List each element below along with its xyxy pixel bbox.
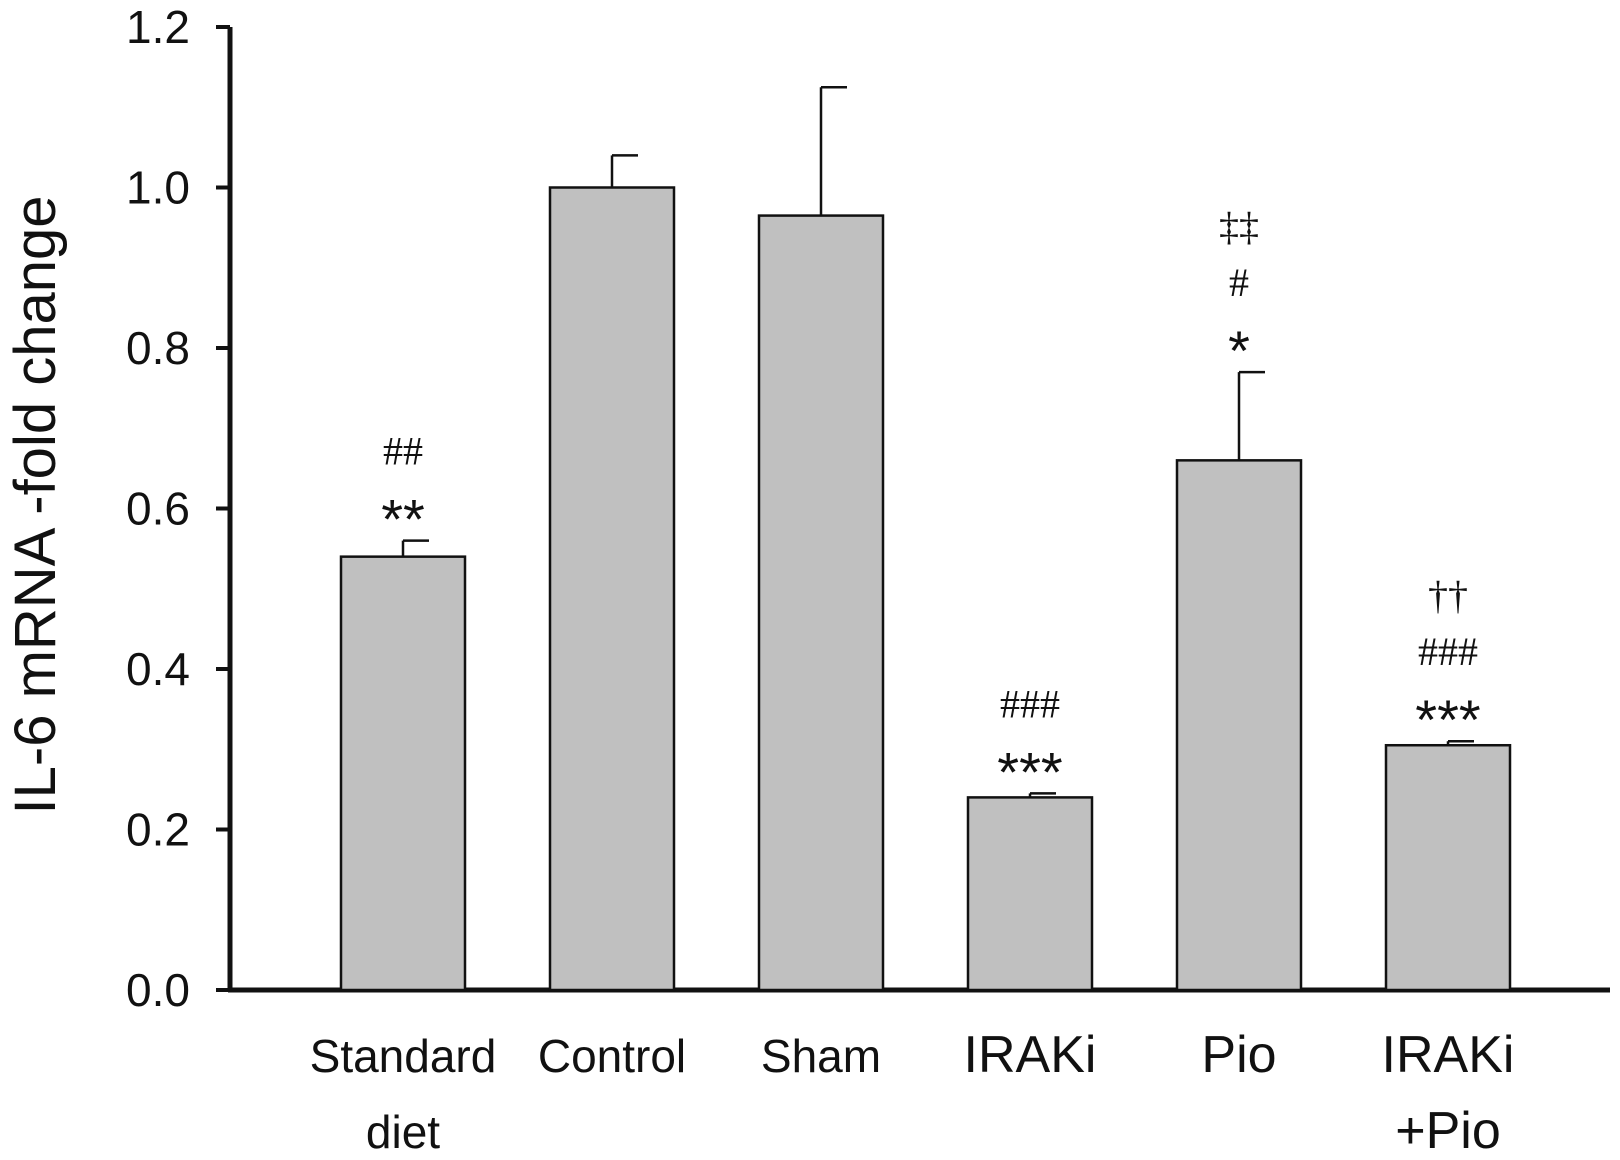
significance-marker: ## [383,429,423,474]
y-tick-label: 1.2 [126,1,190,53]
x-category-label: IRAKi [1382,1026,1515,1084]
significance-marker: *** [1415,688,1480,751]
significance-marker: # [1229,260,1249,305]
x-category-label: +Pio [1395,1102,1501,1160]
y-tick-label: 0.0 [126,964,190,1016]
y-axis-label: IL-6 mRNA -fold change [3,196,68,815]
bar [1384,743,1512,992]
significance-marker: ** [381,488,425,551]
x-category-label: IRAKi [964,1026,1097,1084]
x-category-label: diet [366,1106,440,1158]
significance-marker: †† [1428,573,1468,618]
significance-marker: *** [997,740,1062,803]
y-tick-labels: 0.0 0.2 0.4 0.6 0.8 1.0 1.2 [126,1,190,1016]
y-tick-label: 0.6 [126,483,190,535]
y-tick-label: 1.0 [126,162,190,214]
x-category-labels: Standard diet Control Sham IRAKi Pio IRAKi +Pio [310,1026,1515,1160]
significance-marker: ### [1418,629,1478,674]
significance-annotations: ** ## *** ### * # ‡‡ *** ### †† [381,204,1480,803]
y-tick-label: 0.4 [126,643,190,695]
error-bars [401,85,1474,798]
y-tick-label: 0.2 [126,804,190,856]
bar [339,555,467,992]
x-category-label: Control [538,1030,686,1082]
bar [1175,459,1303,992]
x-category-label: Standard [310,1030,497,1082]
bars [339,186,1512,992]
significance-marker: ### [1000,681,1060,726]
bar [757,214,885,992]
bar [548,186,676,992]
bar [966,796,1094,992]
significance-marker: ‡‡ [1219,204,1259,249]
y-tick-label: 0.8 [126,322,190,374]
x-category-label: Pio [1201,1026,1276,1084]
significance-marker: * [1228,319,1250,382]
x-category-label: Sham [761,1030,881,1082]
